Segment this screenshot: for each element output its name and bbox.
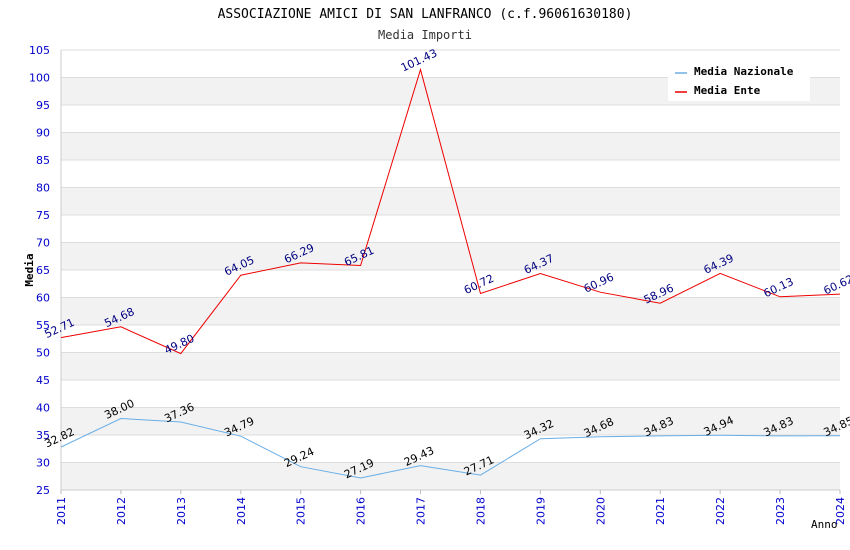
y-axis-label: Media bbox=[23, 253, 36, 286]
x-tick-label: 2016 bbox=[355, 497, 368, 525]
grid-band bbox=[61, 298, 840, 326]
y-tick-label: 45 bbox=[36, 374, 50, 387]
y-tick-label: 40 bbox=[36, 402, 50, 415]
y-tick-label: 90 bbox=[36, 127, 50, 140]
y-tick-label: 105 bbox=[29, 44, 50, 57]
grid-band bbox=[61, 435, 840, 463]
y-tick-label: 25 bbox=[36, 484, 50, 497]
y-tick-label: 80 bbox=[36, 182, 50, 195]
x-tick-label: 2014 bbox=[235, 497, 248, 525]
x-tick-label: 2022 bbox=[714, 497, 727, 525]
x-axis-label: Anno bbox=[811, 518, 838, 531]
y-tick-label: 65 bbox=[36, 264, 50, 277]
y-tick-label: 60 bbox=[36, 292, 50, 305]
grid-band bbox=[61, 215, 840, 243]
chart-subtitle: Media Importi bbox=[378, 28, 472, 42]
legend-label-ente: Media Ente bbox=[694, 84, 761, 97]
x-tick-label: 2023 bbox=[774, 497, 787, 525]
y-tick-label: 95 bbox=[36, 99, 50, 112]
grid-band bbox=[61, 463, 840, 491]
y-tick-label: 30 bbox=[36, 457, 50, 470]
x-tick-label: 2015 bbox=[295, 497, 308, 525]
x-tick-label: 2012 bbox=[115, 497, 128, 525]
grid-band bbox=[61, 188, 840, 216]
grid-band bbox=[61, 380, 840, 408]
y-tick-label: 75 bbox=[36, 209, 50, 222]
grid-band bbox=[61, 353, 840, 381]
x-tick-label: 2011 bbox=[55, 497, 68, 525]
grid-band bbox=[61, 105, 840, 133]
y-tick-label: 50 bbox=[36, 347, 50, 360]
legend: Media Nazionale Media Ente bbox=[668, 60, 810, 101]
x-tick-label: 2013 bbox=[175, 497, 188, 525]
grid-band bbox=[61, 133, 840, 161]
y-tick-label: 100 bbox=[29, 72, 50, 85]
x-tick-labels: 2011 2012 2013 2014 2015 2016 2017 2018 2019 2020… bbox=[55, 497, 847, 525]
chart-title: ASSOCIAZIONE AMICI DI SAN LANFRANCO (c.f… bbox=[218, 7, 633, 22]
x-tick-label: 2021 bbox=[654, 497, 667, 525]
x-tick-label: 2017 bbox=[415, 497, 428, 525]
y-tick-label: 70 bbox=[36, 237, 50, 250]
y-tick-label: 85 bbox=[36, 154, 50, 167]
legend-label-nazionale: Media Nazionale bbox=[694, 65, 794, 78]
x-tick-label: 2018 bbox=[474, 497, 487, 525]
x-tick-label: 2020 bbox=[594, 497, 607, 525]
x-tick-label: 2019 bbox=[534, 497, 547, 525]
